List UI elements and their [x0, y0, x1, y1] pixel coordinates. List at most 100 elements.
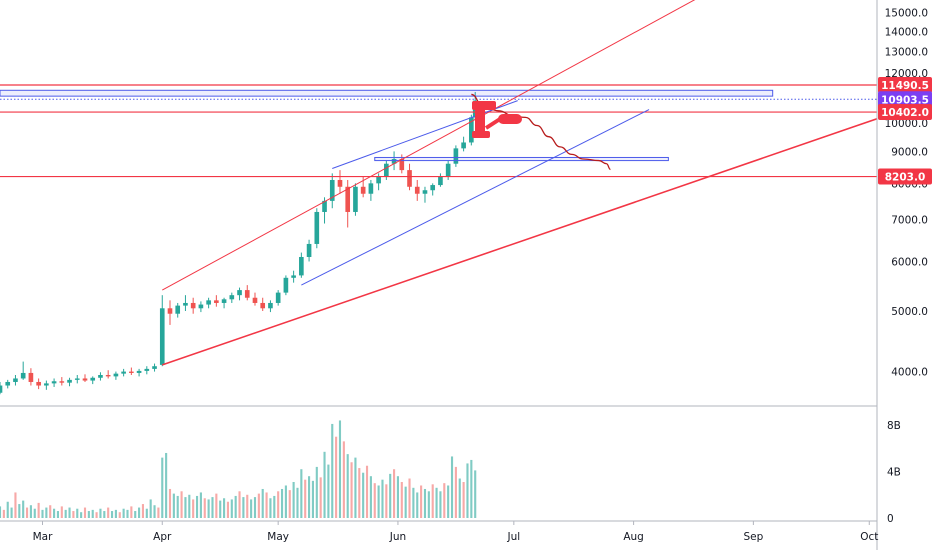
candle-body [445, 163, 451, 177]
candle [252, 292, 258, 306]
candle-body [314, 211, 320, 244]
volume-bar [265, 492, 268, 518]
candle-body [59, 381, 65, 383]
volume-bar [180, 491, 183, 518]
volume-bar [319, 477, 322, 518]
volume-bar [439, 491, 442, 518]
volume-bar [474, 470, 477, 518]
volume-bar [300, 469, 303, 518]
candle-body [322, 200, 327, 212]
axes-layer: 15000.014000.013000.012000.011000.010000… [33, 8, 928, 543]
candle-body [159, 308, 165, 365]
volume-bar [257, 493, 260, 518]
volume-bar [277, 491, 280, 518]
volume-bar [362, 472, 365, 518]
price-tick-label: 9000.0 [891, 146, 928, 158]
volume-bar [60, 506, 63, 518]
candle [152, 363, 157, 372]
candle [36, 378, 41, 390]
candle-body [129, 371, 134, 373]
volume-bar [149, 499, 152, 518]
candle-body [461, 142, 466, 149]
volume-bar [87, 511, 90, 518]
price-tick-label: 10000.0 [885, 118, 928, 130]
volume-bar [342, 441, 345, 518]
volume-bar [126, 509, 129, 518]
trend-line [301, 109, 650, 286]
volume-bar [350, 462, 353, 518]
price-label-text: 8203.0 [885, 172, 926, 184]
candle-body [283, 277, 289, 293]
candle-body [384, 163, 389, 177]
candle [337, 170, 343, 194]
volume-bar [435, 487, 438, 518]
volume-bar [0, 506, 2, 518]
price-label-badge: 11490.5 [878, 77, 932, 94]
volume-bar [304, 479, 307, 518]
time-tick-label: Jun [389, 531, 406, 543]
volume-bar [72, 511, 75, 518]
volume-bar [118, 512, 121, 518]
volume-bar [145, 508, 148, 518]
volume-bar [458, 478, 461, 518]
price-label-text: 10903.5 [881, 94, 929, 106]
volume-bar [280, 488, 284, 518]
volume-bar [168, 488, 172, 518]
volume-bar [431, 484, 434, 518]
volume-bar [443, 483, 446, 518]
volume-bar [199, 492, 202, 518]
volume-bar [223, 498, 226, 518]
volume-bar [211, 497, 214, 518]
price-label-background [878, 104, 932, 121]
candle-body [229, 295, 235, 300]
candle [159, 295, 165, 367]
volume-tick-label: 0 [887, 513, 894, 525]
volume-bar [80, 512, 83, 518]
volume-bar [323, 451, 326, 518]
candle [414, 179, 420, 201]
volume-bar [242, 497, 245, 518]
volume-bar [346, 454, 349, 518]
candle-body [13, 378, 18, 382]
drawings-layer [0, 0, 877, 366]
candle-body [391, 159, 397, 164]
candle-body [353, 186, 358, 212]
volume-bar [454, 466, 457, 518]
volume-bar [110, 511, 114, 518]
candle [74, 375, 80, 384]
volume-bar [83, 507, 87, 518]
volume-bar [447, 485, 450, 518]
candle [67, 377, 72, 387]
time-tick-label: Sep [743, 531, 763, 543]
volume-bar [404, 486, 407, 518]
candle [237, 287, 242, 301]
volume-bar [134, 511, 137, 518]
volume-bar [184, 497, 187, 518]
candle [51, 378, 57, 387]
price-tick-label: 15000.0 [885, 8, 928, 20]
volume-pane [0, 420, 477, 518]
drawing-cursor-icon [472, 101, 522, 138]
candle [353, 183, 358, 216]
candle-body [244, 290, 250, 298]
price-label-badge: 8203.0 [878, 168, 932, 185]
candle [59, 377, 65, 386]
time-tick-label: May [267, 531, 289, 543]
volume-bar [141, 504, 145, 518]
volume-bar [308, 476, 311, 518]
volume-bar [315, 466, 318, 518]
candle-body [376, 176, 381, 184]
candle [206, 297, 211, 309]
cursor-link [484, 117, 502, 130]
price-tick-label: 5000.0 [891, 306, 928, 318]
volume-tick-label: 8B [887, 420, 901, 432]
candle-body [453, 148, 459, 164]
volume-bar [2, 509, 5, 518]
candle-body [144, 368, 150, 371]
candle-body [345, 186, 351, 212]
volume-bar [172, 493, 175, 518]
candle [144, 366, 150, 375]
time-tick-label: Mar [33, 531, 53, 543]
candle [260, 297, 266, 311]
